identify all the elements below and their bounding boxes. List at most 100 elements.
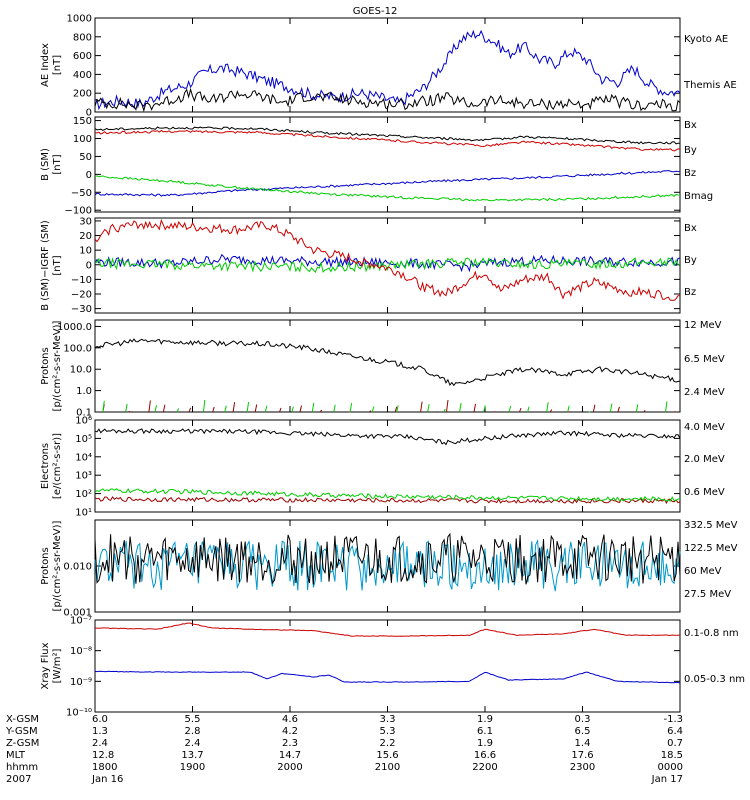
time-row-value: 17.6 <box>571 750 593 761</box>
legend-b-2: Bz <box>684 168 696 179</box>
time-row-value: -1.3 <box>663 714 683 725</box>
time-row-value: 14.7 <box>279 750 301 761</box>
series-protons-2 <box>94 338 681 387</box>
panel-frame <box>94 217 681 314</box>
legend-xray-1: 0.05-0.3 nm <box>684 674 745 685</box>
legend-hiprotons-1: 122.5 MeV <box>684 543 738 554</box>
panel-protons: 1000.0 100.0 10.0 1.0 0.1 Protons[p/(cm²-s-sr… <box>40 319 725 419</box>
time-row-value: 5.3 <box>380 726 396 737</box>
y-tick-label: 100 <box>73 134 92 145</box>
y-tick-label: 0.001 <box>63 608 92 619</box>
y-tick-label: 150 <box>73 116 92 127</box>
y-tick-label: 1000 <box>67 14 92 25</box>
y-tick-label: 10⁻¹⁰ <box>66 708 92 719</box>
time-row-value: 0.7 <box>667 738 683 749</box>
legend-ae-1: Themis AE <box>683 80 737 91</box>
time-row-value: 6.5 <box>575 726 591 737</box>
y-tick-label: 0 <box>86 108 92 119</box>
y-tick-label: −30 <box>71 304 92 315</box>
time-row-value: 2.8 <box>185 726 201 737</box>
series-xray-1 <box>94 670 681 684</box>
y-axis-label: Electrons[e/(cm²-s-sr)] <box>40 433 63 499</box>
y-tick-label: 1000.0 <box>57 322 92 333</box>
y-tick-label: 30 <box>79 216 92 227</box>
time-row-value: 0000 <box>658 762 683 773</box>
time-row-value: Jan 16 <box>91 774 123 785</box>
time-row-value: 6.1 <box>477 726 493 737</box>
legend-hiprotons-0: 332.5 MeV <box>684 520 738 531</box>
time-row-value: 1.9 <box>477 714 493 725</box>
series-electrons-1 <box>94 487 681 502</box>
y-axis-label: B (SM)[nT] <box>40 148 63 181</box>
y-tick-label: 10⁶ <box>75 416 92 427</box>
series-ae-0 <box>94 29 681 111</box>
time-row-label: Z-GSM <box>6 738 39 749</box>
legend-hiprotons-2: 60 MeV <box>684 566 722 577</box>
panel-frame <box>94 319 681 413</box>
y-tick-label: 0.1 <box>76 408 92 419</box>
legend-db-2: Bz <box>684 287 696 298</box>
time-row-value: 18.5 <box>661 750 683 761</box>
time-row-value: 16.6 <box>474 750 496 761</box>
panel-frame <box>94 519 681 613</box>
y-tick-label: 200 <box>73 89 92 100</box>
time-row-value: 6.4 <box>667 726 683 737</box>
y-tick-label: 100.0 <box>63 343 92 354</box>
series-hiprotons-2 <box>94 539 681 592</box>
panel-electrons: 10⁶ 10⁵ 10⁴ 10³ 10² 10¹ Electrons[e/(cm²-s-sr)… <box>40 416 725 519</box>
legend-protons-1: 6.5 MeV <box>684 354 725 365</box>
legend-ae-0: Kyoto AE <box>684 34 728 45</box>
time-row-value: 1800 <box>92 762 117 773</box>
series-b-3 <box>94 126 680 145</box>
y-tick-label: 10² <box>75 489 92 500</box>
time-row-value: 5.5 <box>185 714 201 725</box>
time-row-value: Jan 17 <box>651 774 683 785</box>
y-axis-label: Xray Flux[W/m²] <box>40 642 63 689</box>
series-protons-1 <box>102 399 668 413</box>
y-tick-label: 0 <box>86 170 92 181</box>
y-tick-label: 20 <box>79 231 92 242</box>
y-tick-label: 10⁵ <box>75 434 92 445</box>
y-tick-label: 10⁻⁷ <box>70 616 92 627</box>
y-tick-label: 10⁻⁸ <box>70 646 92 657</box>
series-electrons-2 <box>94 428 681 446</box>
series-electrons-0 <box>94 496 681 505</box>
time-row-label: hhmm <box>6 762 38 773</box>
time-row-label: Y-GSM <box>5 726 38 737</box>
y-tick-label: 1.0 <box>76 386 92 397</box>
y-tick-label: 10¹ <box>75 508 92 519</box>
y-axis-label: Protons[p/(cm²-s-sr-MeV)] <box>40 320 63 411</box>
panel-ae: 0 200 400 600 800 1000 AE Index[nT] Kyoto AE The… <box>40 14 737 119</box>
y-axis-label: AE Index[nT] <box>40 43 63 87</box>
series-db-1 <box>94 257 681 274</box>
y-tick-label: −100 <box>65 206 92 217</box>
series-b-2 <box>94 129 681 152</box>
time-row-value: 2.2 <box>380 738 396 749</box>
y-tick-label: −20 <box>71 290 92 301</box>
y-tick-label: −50 <box>71 188 92 199</box>
legend-electrons-2: 0.6 MeV <box>684 487 725 498</box>
y-axis-label: Protons[p/(cm²-s-sr-MeV)] <box>40 520 63 611</box>
y-tick-label: 0.010 <box>63 562 92 573</box>
time-row-value: 12.8 <box>92 750 114 761</box>
time-row-value: 1900 <box>180 762 205 773</box>
time-row-value: 0.3 <box>575 714 591 725</box>
series-ae-1 <box>94 87 681 113</box>
legend-protons-0: 12 MeV <box>684 320 722 331</box>
time-axis: X-GSM 6.0 5.5 4.6 3.3 1.9 0.3 -1.3 Y-GSM 1.3 2.8 4.… <box>5 714 683 785</box>
panel-b: 150 100 50 0 −50 −100 B (SM)[nT] Bx By Bz Bmag <box>40 116 713 217</box>
legend-b-1: By <box>684 145 697 156</box>
legend-electrons-1: 2.0 MeV <box>684 454 725 465</box>
time-row-value: 2300 <box>570 762 595 773</box>
legend-b-0: Bx <box>684 120 697 131</box>
y-axis-label: B (SM)−IGRF (SM)[nT] <box>40 220 63 311</box>
y-tick-label: 10 <box>79 246 92 257</box>
legend-xray-0: 0.1-0.8 nm <box>684 628 739 639</box>
time-row-value: 3.3 <box>380 714 396 725</box>
time-row-value: 6.0 <box>92 714 108 725</box>
time-row-value: 2.4 <box>92 738 108 749</box>
series-hiprotons-3 <box>94 532 681 585</box>
